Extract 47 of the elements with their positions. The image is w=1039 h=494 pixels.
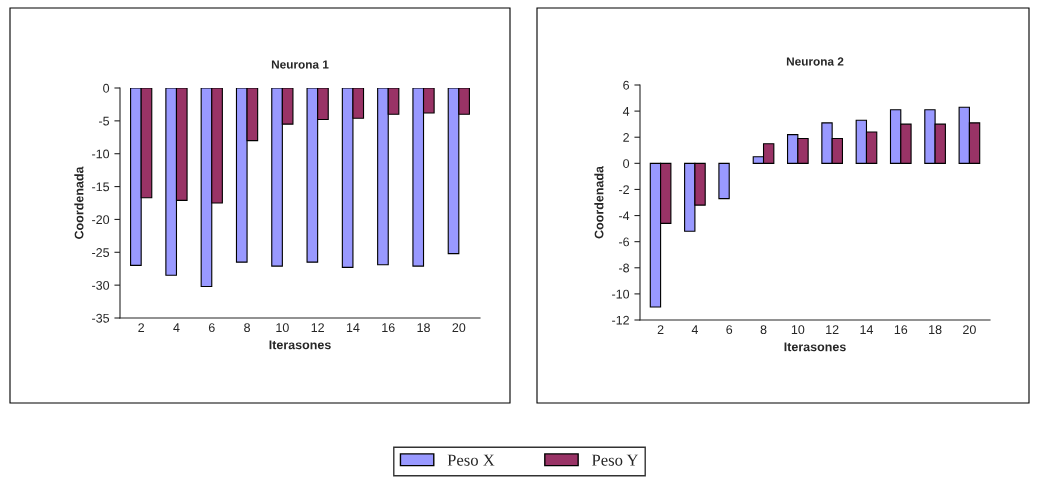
x-axis-title: Iterasones — [269, 340, 331, 350]
x-tick-label: 8 — [760, 325, 767, 335]
x-tick-label: 20 — [963, 325, 976, 335]
x-tick-label: 2 — [657, 325, 664, 334]
x-tick-label: 20 — [452, 323, 466, 333]
y-tick-label: -25 — [92, 248, 110, 257]
x-tick-label: 14 — [860, 325, 874, 334]
x-tick-label: 6 — [208, 323, 215, 333]
y-tick-label: 4 — [622, 107, 630, 116]
y-tick-label: -30 — [92, 280, 110, 290]
y-tick-label: 6 — [623, 80, 630, 90]
y-tick-label: -6 — [619, 237, 630, 247]
legend-label: Peso X — [447, 454, 495, 466]
y-axis-title: Coordenada — [74, 166, 84, 239]
y-tick-label: -2 — [619, 185, 629, 194]
y-tick-label: -20 — [92, 215, 110, 225]
bar — [718, 162, 730, 200]
y-tick-label: -35 — [92, 313, 110, 323]
y-tick-label: -5 — [99, 116, 110, 126]
x-tick-label: 14 — [346, 323, 360, 332]
x-tick-label: 8 — [244, 323, 250, 333]
x-axis-title: Iterasones — [784, 342, 846, 352]
y-tick-label: -12 — [612, 315, 629, 325]
chart-title: Neurona 1 — [271, 60, 329, 69]
x-tick-label: 2 — [138, 323, 145, 332]
x-tick-label: 12 — [311, 323, 324, 332]
x-tick-label: 12 — [826, 325, 839, 334]
y-axis-title: Coordenada — [594, 165, 604, 239]
x-tick-label: 16 — [894, 325, 908, 335]
y-tick-label: -15 — [92, 182, 110, 192]
x-tick-label: 4 — [691, 325, 699, 334]
chart-title: Neurona 2 — [786, 57, 844, 66]
x-tick-label: 6 — [726, 325, 733, 335]
x-tick-label: 10 — [276, 323, 289, 333]
x-tick-label: 4 — [173, 323, 180, 332]
y-tick-label: -4 — [619, 211, 630, 221]
x-tick-label: 16 — [382, 323, 395, 333]
y-tick-label: -10 — [612, 289, 630, 299]
y-tick-label: 0 — [103, 83, 110, 93]
x-tick-label: 18 — [417, 323, 430, 333]
y-tick-label: -10 — [92, 149, 110, 159]
x-tick-label: 18 — [929, 325, 942, 335]
legend-label: Peso Y — [591, 454, 639, 466]
y-tick-label: 0 — [623, 159, 630, 168]
x-tick-label: 10 — [791, 325, 805, 335]
y-tick-label: 2 — [623, 133, 629, 142]
y-tick-label: -8 — [619, 263, 630, 273]
